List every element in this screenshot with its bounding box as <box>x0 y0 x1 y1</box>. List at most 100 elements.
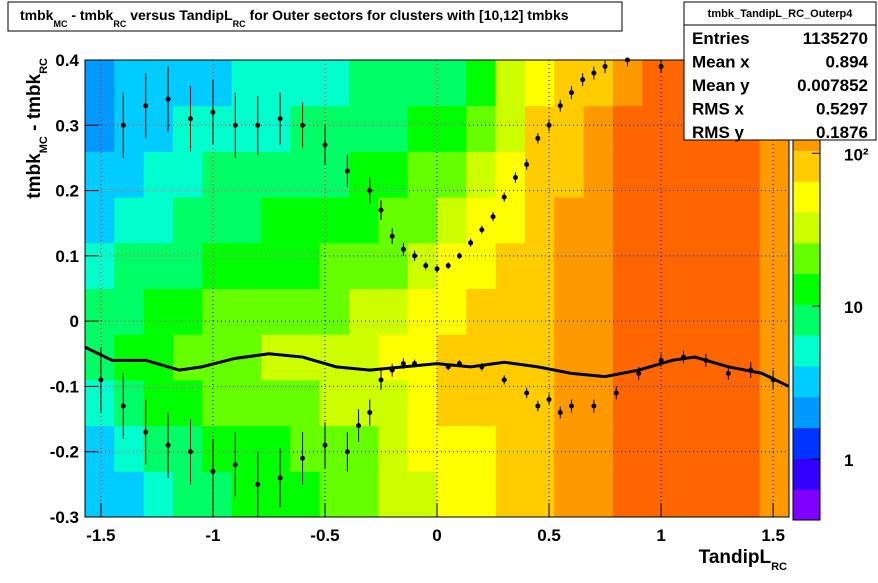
profile-point <box>255 481 261 487</box>
heat-cell <box>261 197 291 244</box>
heat-cell <box>231 242 262 289</box>
heat-cell <box>466 471 497 518</box>
heat-cell <box>554 379 585 427</box>
subscript: RC <box>113 19 126 29</box>
heat-cell <box>261 288 291 335</box>
heat-cell <box>114 151 145 198</box>
heat-cell <box>173 334 203 381</box>
heat-cell <box>495 288 526 335</box>
heat-cell <box>173 471 203 518</box>
profile-point <box>568 403 574 409</box>
profile-point <box>535 135 541 141</box>
heat-cell <box>642 471 673 518</box>
heat-cell <box>349 425 379 472</box>
profile-point <box>535 403 541 409</box>
heat-cell <box>701 242 731 289</box>
heat-cell <box>437 334 467 381</box>
heat-cell <box>173 242 203 289</box>
heat-cell <box>173 379 203 427</box>
profile-point <box>613 390 619 396</box>
heat-cell <box>114 334 145 381</box>
heat-cell <box>85 242 115 289</box>
color-bar-step <box>793 158 820 167</box>
heat-cell <box>261 425 291 472</box>
heat-cell <box>466 60 497 107</box>
heat-cell <box>730 288 761 335</box>
color-bar-step <box>793 319 820 328</box>
profile-point <box>748 367 754 373</box>
heat-cell <box>85 151 115 198</box>
color-bar-step <box>793 427 820 436</box>
y-tick-label: -0.3 <box>50 508 79 527</box>
profile-point <box>490 214 496 220</box>
heat-cell <box>407 471 438 518</box>
heat-cell <box>466 288 497 335</box>
heat-cell <box>173 425 203 472</box>
heat-cell <box>202 60 233 107</box>
x-tick-label: -1.5 <box>86 526 115 545</box>
text-part: - tmbk <box>67 7 113 23</box>
heat-cell <box>525 425 555 472</box>
heat-cell <box>319 242 350 289</box>
heat-cell <box>730 242 761 289</box>
heat-cell <box>671 379 702 427</box>
heat-cell <box>319 471 350 518</box>
profile-point <box>456 361 462 367</box>
stats-label: Entries <box>692 29 750 48</box>
heat-cell <box>261 105 291 152</box>
heat-cell <box>349 288 379 335</box>
x-tick-label: 0.5 <box>537 526 561 545</box>
profile-point <box>501 377 507 383</box>
profile-point <box>725 370 731 376</box>
heat-cell <box>730 471 761 518</box>
heat-cell <box>613 425 643 472</box>
profile-point <box>479 227 485 233</box>
title-box <box>7 1 623 32</box>
color-bar-step <box>793 327 820 336</box>
text-part: versus TandipL <box>126 7 233 23</box>
heat-cell <box>495 105 526 152</box>
color-bar-step <box>793 273 820 282</box>
heat-cell <box>407 242 438 289</box>
color-bar-step <box>793 396 820 405</box>
heat-cell <box>671 197 702 244</box>
profile-point <box>300 122 306 128</box>
heat-cell <box>642 60 673 107</box>
heat-cell <box>85 334 115 381</box>
profile-point <box>468 240 474 246</box>
color-bar-step <box>793 496 820 506</box>
heat-cell <box>349 151 379 198</box>
heat-cell <box>85 288 115 335</box>
color-bar-step <box>793 489 820 498</box>
profile-point <box>445 364 451 370</box>
heat-cell <box>114 425 145 472</box>
heat-cell <box>202 379 233 427</box>
z-tick-label: 1 <box>844 451 853 470</box>
stats-label: Mean x <box>692 53 750 72</box>
color-bar-step <box>793 219 820 228</box>
heat-cell <box>437 197 467 244</box>
profile-point <box>658 64 664 70</box>
color-bar-step <box>793 181 820 190</box>
profile-point <box>165 96 171 102</box>
heat-cell <box>495 334 526 381</box>
heat-cell <box>759 379 790 427</box>
profile-point <box>277 475 283 481</box>
heat-cell <box>143 242 174 289</box>
heat-cell <box>202 288 233 335</box>
title_parts-text: tmbkMC - tmbkRC versus TandipLRC for Out… <box>20 7 569 29</box>
heat-cell <box>437 471 467 518</box>
heat-cell <box>466 105 497 152</box>
color-bar-step <box>793 381 820 390</box>
color-bar-step <box>793 473 820 482</box>
heat-cell <box>525 60 555 107</box>
heat-cell <box>759 197 790 244</box>
heat-cell <box>613 379 643 427</box>
profile-point <box>546 396 552 402</box>
z-tick-label: 10 <box>844 298 863 317</box>
color-bar-step <box>793 481 820 490</box>
color-bar-step <box>793 304 820 313</box>
heat-cell <box>759 334 790 381</box>
heat-cell <box>554 288 585 335</box>
